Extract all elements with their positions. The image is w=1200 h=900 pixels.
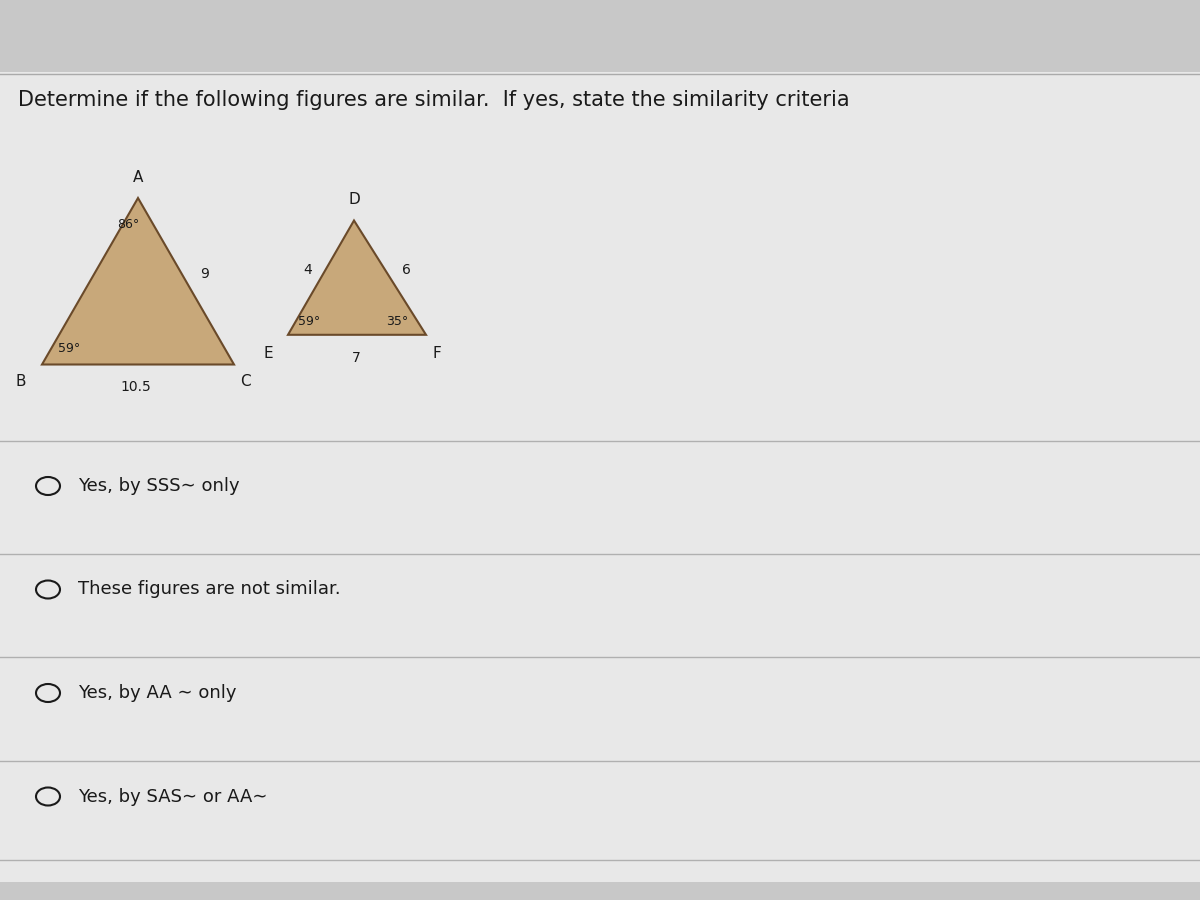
Text: Yes, by AA ∼ only: Yes, by AA ∼ only <box>78 684 236 702</box>
Text: B: B <box>16 374 26 389</box>
Text: 6: 6 <box>402 263 410 277</box>
Text: 4: 4 <box>304 263 312 277</box>
Text: 35°: 35° <box>386 315 409 328</box>
Text: 9: 9 <box>200 267 209 282</box>
Text: 86°: 86° <box>118 218 140 230</box>
Text: 7: 7 <box>352 351 361 365</box>
Text: Yes, by SAS∼ or AA∼: Yes, by SAS∼ or AA∼ <box>78 788 268 806</box>
Text: 10.5: 10.5 <box>120 380 151 394</box>
Text: C: C <box>240 374 251 389</box>
Text: D: D <box>348 192 360 207</box>
Polygon shape <box>288 220 426 335</box>
Text: E: E <box>264 346 274 361</box>
Text: F: F <box>432 346 440 361</box>
Text: These figures are not similar.: These figures are not similar. <box>78 580 341 598</box>
Text: Yes, by SSS∼ only: Yes, by SSS∼ only <box>78 477 240 495</box>
Polygon shape <box>42 198 234 364</box>
Text: A: A <box>133 169 143 184</box>
Text: Determine if the following figures are similar.  If yes, state the similarity cr: Determine if the following figures are s… <box>18 90 850 110</box>
Text: 59°: 59° <box>298 315 320 328</box>
FancyBboxPatch shape <box>0 0 1200 72</box>
Text: 59°: 59° <box>58 342 80 355</box>
FancyBboxPatch shape <box>0 72 1200 882</box>
